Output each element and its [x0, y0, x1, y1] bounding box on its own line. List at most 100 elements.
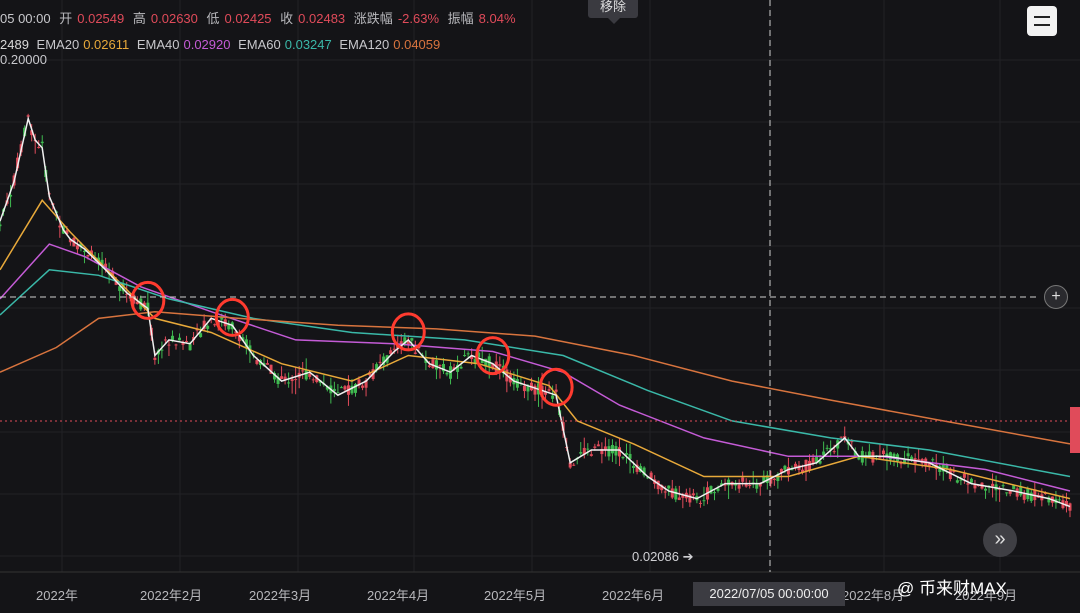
candle-body [484, 358, 488, 367]
candle-body [579, 452, 583, 454]
candle-body [0, 224, 2, 227]
candle-body [906, 453, 910, 457]
candle-body [744, 483, 748, 487]
collapse-icon[interactable] [1027, 6, 1057, 36]
candle-body [364, 379, 368, 388]
change-label: 涨跌幅 [353, 11, 393, 26]
x-tick-label: 2022年 [36, 588, 78, 603]
candle-body [973, 484, 977, 489]
candle-body [881, 450, 885, 455]
candle-body [892, 453, 896, 459]
candle-body [727, 479, 731, 486]
candle-body [709, 486, 713, 494]
candle-body [984, 488, 988, 491]
candle-body [762, 475, 766, 483]
candle-body [572, 464, 576, 466]
close-value: 0.02483 [298, 11, 346, 26]
candle-body [723, 484, 727, 486]
amplitude-label: 振幅 [447, 11, 474, 26]
candle-body [857, 456, 861, 460]
candle-body [473, 358, 477, 364]
candle-body [888, 452, 892, 460]
candle-body [526, 386, 530, 392]
candle-body [790, 469, 794, 471]
open-value: 0.02549 [77, 11, 125, 26]
candle-body [832, 451, 836, 453]
candle-body [554, 389, 558, 392]
candle-body [438, 365, 442, 367]
candle-body [167, 344, 171, 346]
ema-legend: 2489 EMA20 0.02611 EMA40 0.02920 EMA60 0.03… [0, 37, 444, 52]
candle-body [544, 391, 548, 395]
candle-body [248, 345, 252, 352]
candle-body [850, 441, 854, 443]
ema-line-ema60 [0, 269, 1071, 478]
candle-body [720, 483, 724, 486]
candle-body [614, 446, 618, 456]
candle-body [459, 366, 463, 369]
candle-body [146, 302, 150, 310]
candle-body [37, 147, 41, 149]
candle-body [674, 488, 678, 500]
candle-body [910, 456, 914, 461]
candle-body [30, 130, 34, 136]
candle-body [188, 344, 192, 351]
scroll-latest-icon[interactable]: » [983, 523, 1017, 557]
candle-body [959, 479, 963, 481]
close-label: 收 [280, 11, 294, 26]
candle-body [649, 472, 653, 479]
candle-body [1019, 486, 1023, 496]
candle-body [786, 467, 790, 475]
candle-body [853, 451, 857, 458]
x-tick-label: 2022年4月 [367, 588, 430, 603]
candle-body [255, 360, 259, 364]
candle-body [677, 497, 681, 501]
add-crosshair-icon[interactable]: + [1044, 285, 1068, 309]
candle-body [646, 477, 650, 479]
lowest-price-label: 0.02086 ➔ [632, 549, 694, 564]
candle-body [456, 364, 460, 372]
crosshair-time-label: 2022/07/05 00:00:00 [693, 582, 845, 606]
candle-body [427, 365, 431, 367]
candle-body [220, 316, 224, 320]
candle-body [111, 270, 115, 278]
candle-body [955, 480, 959, 483]
ema60-value: 0.03247 [284, 37, 332, 52]
candle-body [65, 230, 69, 235]
candle-body [234, 331, 238, 333]
candle-body [181, 342, 185, 345]
candle-body [878, 457, 882, 459]
candle-body [927, 463, 931, 468]
candle-body [688, 494, 692, 503]
ema40-label: EMA40 [136, 37, 180, 52]
candle-body [642, 467, 646, 476]
candle-body [839, 436, 843, 438]
candle-body [741, 477, 745, 482]
candle-body [1047, 497, 1051, 503]
candle-body [308, 373, 312, 377]
candle-body [628, 453, 632, 459]
candle-body [1001, 485, 1005, 487]
candle-body [885, 453, 889, 457]
candle-body [301, 370, 305, 372]
candle-body [617, 447, 621, 457]
candle-body [582, 447, 586, 455]
x-tick-label: 2022年8月 [842, 588, 905, 603]
candle-body [311, 379, 315, 381]
candle-body [100, 259, 104, 266]
remove-tooltip[interactable]: 移除 [588, 0, 638, 24]
x-tick-label: 2022年6月 [602, 588, 665, 603]
candle-body [104, 263, 108, 270]
candle-body [491, 363, 495, 369]
candle-body [765, 475, 769, 483]
candle-body [917, 459, 921, 461]
candle-body [241, 337, 245, 341]
watermark: @ 币来财MAX [897, 579, 1007, 598]
candle-body [1008, 490, 1012, 494]
candle-body [540, 385, 544, 397]
candle-body [202, 320, 206, 330]
candle-body [586, 448, 590, 450]
candle-body [403, 337, 407, 344]
candle-body [244, 339, 248, 349]
